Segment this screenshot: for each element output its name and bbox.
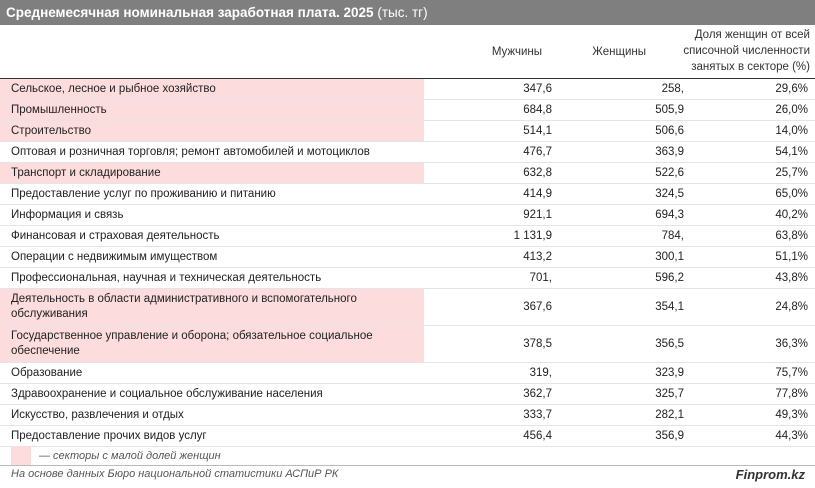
table-row: Здравоохранение и социальное обслуживани…	[0, 384, 815, 405]
women-salary: 323,9	[655, 367, 684, 379]
sector-name: Здравоохранение и социальное обслуживани…	[11, 387, 323, 400]
women-salary: 324,5	[655, 188, 684, 200]
women-share: 54,1%	[775, 146, 808, 158]
women-salary: 784,	[661, 230, 684, 242]
women-share: 44,3%	[775, 430, 808, 442]
men-salary: 456,4	[523, 430, 552, 442]
sector-name: Оптовая и розничная торговля; ремонт авт…	[11, 145, 370, 158]
table-row: Предоставление прочих видов услуг 456,4 35…	[0, 426, 815, 447]
column-header-share-line3: занятых в секторе (%)	[691, 61, 810, 73]
women-share: 14,0%	[775, 125, 808, 137]
table-row: Промышленность 684,8 505,9 26,0%	[0, 100, 815, 121]
column-header-share-line1: Доля женщин от всей	[694, 29, 810, 41]
sector-name: Финансовая и страховая деятельность	[11, 229, 220, 242]
men-salary: 319,	[529, 367, 552, 379]
women-share: 26,0%	[775, 104, 808, 116]
column-header-men: Мужчины	[491, 46, 542, 58]
men-salary: 701,	[529, 272, 552, 284]
women-share: 65,0%	[775, 188, 808, 200]
women-salary: 356,5	[655, 338, 684, 350]
men-salary: 921,1	[523, 209, 552, 221]
column-header-women: Женщины	[592, 46, 646, 58]
women-share: 77,8%	[775, 388, 808, 400]
sector-name: Предоставление услуг по проживанию и пит…	[11, 187, 276, 200]
women-salary: 596,2	[655, 272, 684, 284]
sector-name: Государственное управление и оборона; об…	[0, 326, 424, 362]
header-divider	[0, 78, 815, 79]
women-share: 25,7%	[775, 167, 808, 179]
sector-name: Промышленность	[0, 100, 424, 120]
women-share: 43,8%	[775, 272, 808, 284]
sector-name: Сельское, лесное и рыбное хозяйство	[0, 79, 424, 99]
men-salary: 413,2	[523, 251, 552, 263]
table-row: Деятельность в области административного…	[0, 289, 815, 326]
women-salary: 325,7	[655, 388, 684, 400]
men-salary: 632,8	[523, 167, 552, 179]
women-share: 63,8%	[775, 230, 808, 242]
sector-name: Строительство	[0, 121, 424, 141]
women-share: 40,2%	[775, 209, 808, 221]
women-salary: 258,	[661, 83, 684, 95]
sector-name: Предоставление прочих видов услуг	[11, 429, 207, 442]
table-row: Финансовая и страховая деятельность 1 131…	[0, 226, 815, 247]
women-salary: 300,1	[655, 251, 684, 263]
sector-name: Информация и связь	[11, 208, 124, 221]
women-share: 36,3%	[775, 338, 808, 350]
men-salary: 378,5	[523, 338, 552, 350]
legend-swatch	[11, 446, 31, 466]
women-salary: 354,1	[655, 301, 684, 313]
table-title-main: Среднемесячная номинальная заработная пл…	[6, 5, 374, 20]
table-title: Среднемесячная номинальная заработная пл…	[0, 0, 815, 25]
table-row: Оптовая и розничная торговля; ремонт авт…	[0, 142, 815, 163]
sector-name: Образование	[11, 366, 83, 379]
men-salary: 347,6	[523, 83, 552, 95]
footer-source: На основе данных Бюро национальной стати…	[11, 468, 339, 480]
column-header-share-line2: списочной численности	[683, 45, 810, 57]
table-row: Сельское, лесное и рыбное хозяйство 347,6…	[0, 79, 815, 100]
table-header: Мужчины Женщины Доля женщин от всей спис…	[0, 25, 815, 78]
sector-name: Искусство, развлечения и отдых	[11, 408, 184, 421]
women-share: 51,1%	[775, 251, 808, 263]
table-row: Информация и связь 921,1 694,3 40,2%	[0, 205, 815, 226]
column-header-women-share: Доля женщин от всей списочной численност…	[660, 27, 810, 75]
women-salary: 694,3	[655, 209, 684, 221]
table-row: Образование 319, 323,9 75,7%	[0, 363, 815, 384]
men-salary: 333,7	[523, 409, 552, 421]
table-row: Государственное управление и оборона; об…	[0, 326, 815, 363]
women-share: 29,6%	[775, 83, 808, 95]
men-salary: 684,8	[523, 104, 552, 116]
women-salary: 363,9	[655, 146, 684, 158]
sector-name: Деятельность в области административного…	[0, 289, 424, 325]
women-share: 75,7%	[775, 367, 808, 379]
footer-brand: Finprom.kz	[735, 467, 805, 482]
table-title-unit: (тыс. тг)	[377, 5, 428, 20]
legend-text: — секторы с малой долей женщин	[39, 450, 221, 462]
table-row: Операции с недвижимым имуществом 413,2 300…	[0, 247, 815, 268]
legend: — секторы с малой долей женщин	[11, 446, 221, 466]
men-salary: 1 131,9	[513, 230, 552, 242]
table-row: Транспорт и складирование 632,8 522,6 25,7%	[0, 163, 815, 184]
women-salary: 282,1	[655, 409, 684, 421]
footer-divider	[0, 465, 815, 466]
table-body: Сельское, лесное и рыбное хозяйство 347,6…	[0, 79, 815, 447]
table-row: Строительство 514,1 506,6 14,0%	[0, 121, 815, 142]
women-share: 49,3%	[775, 409, 808, 421]
men-salary: 414,9	[523, 188, 552, 200]
women-salary: 356,9	[655, 430, 684, 442]
table-row: Искусство, развлечения и отдых 333,7 282,1…	[0, 405, 815, 426]
women-salary: 505,9	[655, 104, 684, 116]
men-salary: 362,7	[523, 388, 552, 400]
sector-name: Профессиональная, научная и техническая …	[11, 271, 322, 284]
table-row: Профессиональная, научная и техническая …	[0, 268, 815, 289]
men-salary: 476,7	[523, 146, 552, 158]
sector-name: Транспорт и складирование	[0, 163, 424, 183]
sector-name: Операции с недвижимым имуществом	[11, 250, 218, 263]
table-row: Предоставление услуг по проживанию и пит…	[0, 184, 815, 205]
women-salary: 522,6	[655, 167, 684, 179]
women-share: 24,8%	[775, 301, 808, 313]
men-salary: 367,6	[523, 301, 552, 313]
women-salary: 506,6	[655, 125, 684, 137]
men-salary: 514,1	[523, 125, 552, 137]
